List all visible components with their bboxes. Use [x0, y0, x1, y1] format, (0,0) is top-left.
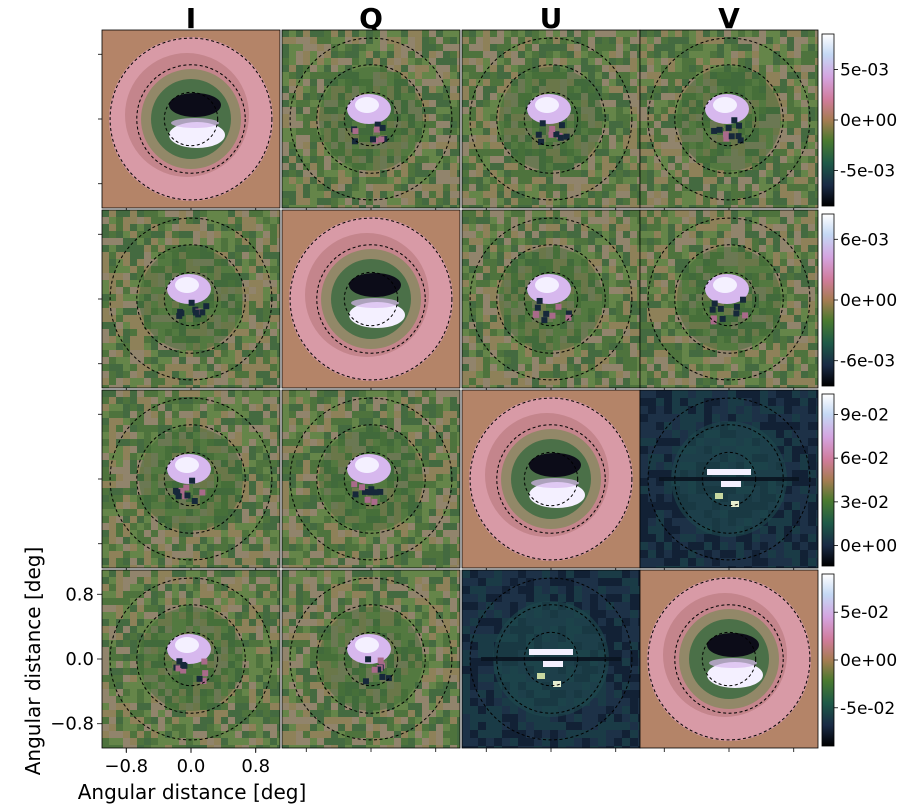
x-tick-label: 0.8 — [241, 756, 270, 777]
panel-r2-c3 — [639, 389, 819, 572]
colorbar-tick-label: 0e+00 — [840, 537, 897, 557]
colorbar-tick-label: -5e-02 — [840, 699, 895, 719]
panel-r3-c0 — [101, 569, 281, 752]
panel-r1-c3 — [639, 209, 819, 392]
col-title-i: I — [186, 2, 196, 35]
colorbar-tick-label: 0e+00 — [840, 291, 897, 311]
panel-r2-c0 — [101, 389, 281, 572]
colorbar-row-3: 5e-02 0e+00 -5e-02 — [821, 573, 897, 747]
panel-r3-c2 — [461, 569, 641, 752]
axes-group: −0.8 0.0 0.8 0.8 0.0 −0.8 — [50, 53, 270, 777]
panel-r3-c3 — [639, 569, 819, 752]
panel-r3-c1 — [281, 569, 461, 752]
y-axis-label: Angular distance [deg] — [21, 547, 45, 776]
colorbar-row-0: 5e-03 0e+00 -5e-03 — [821, 33, 897, 207]
colorbar-tick-label: -6e-03 — [840, 352, 895, 372]
colorbar-tick-label: 9e-02 — [840, 405, 889, 425]
colorbar-row-2: 9e-02 6e-02 3e-02 0e+00 — [821, 393, 897, 567]
colorbar-group: 5e-03 0e+00 -5e-03 6e-03 0e+00 -6e-03 9e-02 6e-… — [821, 33, 897, 747]
colorbar-tick-label: -5e-03 — [840, 162, 895, 182]
col-title-u: U — [540, 2, 563, 35]
panel-r2-c1 — [281, 389, 461, 572]
colorbar-tick-label: 5e-03 — [840, 60, 889, 80]
col-title-v: V — [718, 2, 740, 35]
colorbar-tick-label: 3e-02 — [840, 493, 889, 513]
panel-r0-c2 — [461, 29, 641, 212]
panel-r1-c0 — [101, 209, 281, 392]
colorbar-tick-label: 0e+00 — [840, 651, 897, 671]
panel-r0-c3 — [639, 29, 819, 212]
colorbar-row-1: 6e-03 0e+00 -6e-03 — [821, 213, 897, 387]
colorbar-tick-label: 5e-02 — [840, 603, 889, 623]
panel-grid — [101, 29, 819, 752]
x-tick-label: 0.0 — [177, 756, 206, 777]
y-tick-label: −0.8 — [50, 714, 94, 735]
panel-r0-c1 — [281, 29, 461, 212]
panel-r0-c0 — [101, 29, 281, 212]
x-tick-label: −0.8 — [104, 756, 148, 777]
y-tick-label: 0.8 — [65, 584, 94, 605]
colorbar-tick-label: 6e-02 — [840, 449, 889, 469]
col-title-q: Q — [359, 2, 383, 35]
panel-r1-c1 — [281, 209, 461, 392]
panel-r1-c2 — [461, 209, 641, 392]
colorbar-tick-label: 0e+00 — [840, 111, 897, 131]
colorbar-tick-label: 6e-03 — [840, 230, 889, 250]
panel-r2-c2 — [461, 389, 641, 572]
y-tick-label: 0.0 — [65, 649, 94, 670]
x-axis-label: Angular distance [deg] — [78, 780, 307, 804]
